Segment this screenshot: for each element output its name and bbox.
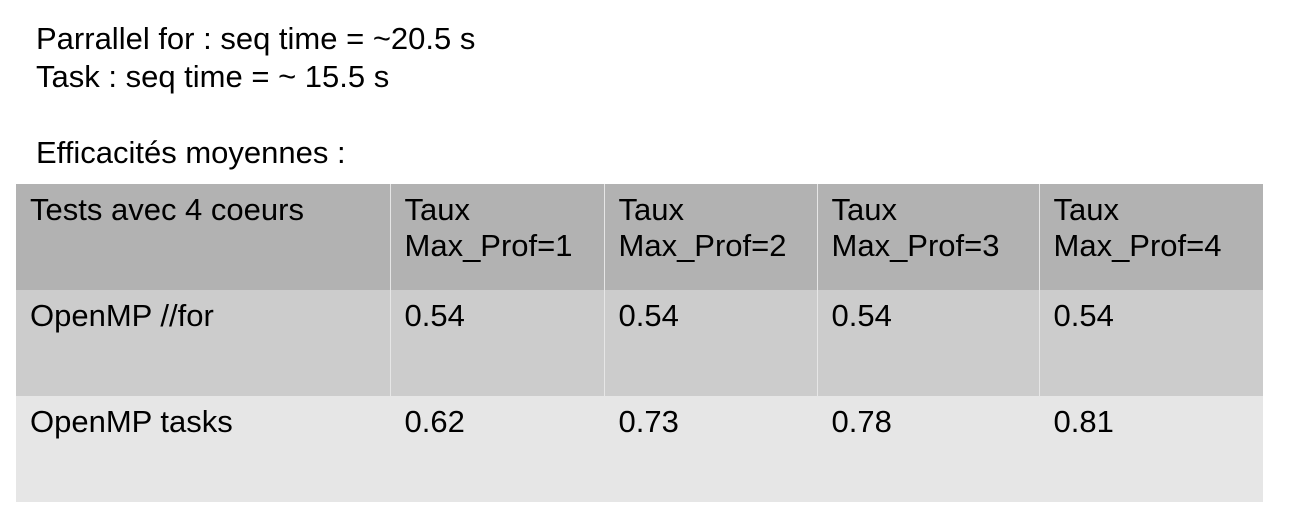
header-cell-tests: Tests avec 4 coeurs	[16, 184, 391, 290]
table-cell: 0.54	[390, 290, 605, 396]
table-cell: 0.54	[817, 290, 1040, 396]
row-label-openmp-tasks: OpenMP tasks	[16, 396, 391, 502]
header-cell-max-prof-2: Taux Max_Prof=2	[604, 184, 818, 290]
table-row: OpenMP //for 0.54 0.54 0.54 0.54	[16, 290, 1263, 396]
header-cell-max-prof-1: Taux Max_Prof=1	[390, 184, 605, 290]
table-cell: 0.54	[1039, 290, 1263, 396]
efficiency-heading: Efficacités moyennes :	[36, 135, 346, 170]
intro-text: Parrallel for : seq time = ~20.5 s Task …	[36, 20, 475, 172]
table-cell: 0.54	[604, 290, 818, 396]
table-cell: 0.62	[390, 396, 605, 502]
table-row: OpenMP tasks 0.62 0.73 0.78 0.81	[16, 396, 1263, 502]
table-cell: 0.73	[604, 396, 818, 502]
table-cell: 0.78	[817, 396, 1040, 502]
efficiency-table: Tests avec 4 coeurs Taux Max_Prof=1 Taux…	[16, 184, 1263, 502]
table-cell: 0.81	[1039, 396, 1263, 502]
sequential-time-task-line: Task : seq time = ~ 15.5 s	[36, 59, 390, 94]
spacer	[36, 96, 475, 134]
table-header-row: Tests avec 4 coeurs Taux Max_Prof=1 Taux…	[16, 184, 1263, 290]
row-label-openmp-for: OpenMP //for	[16, 290, 391, 396]
header-cell-max-prof-3: Taux Max_Prof=3	[817, 184, 1040, 290]
sequential-time-for-line: Parrallel for : seq time = ~20.5 s	[36, 21, 476, 56]
header-cell-max-prof-4: Taux Max_Prof=4	[1039, 184, 1263, 290]
